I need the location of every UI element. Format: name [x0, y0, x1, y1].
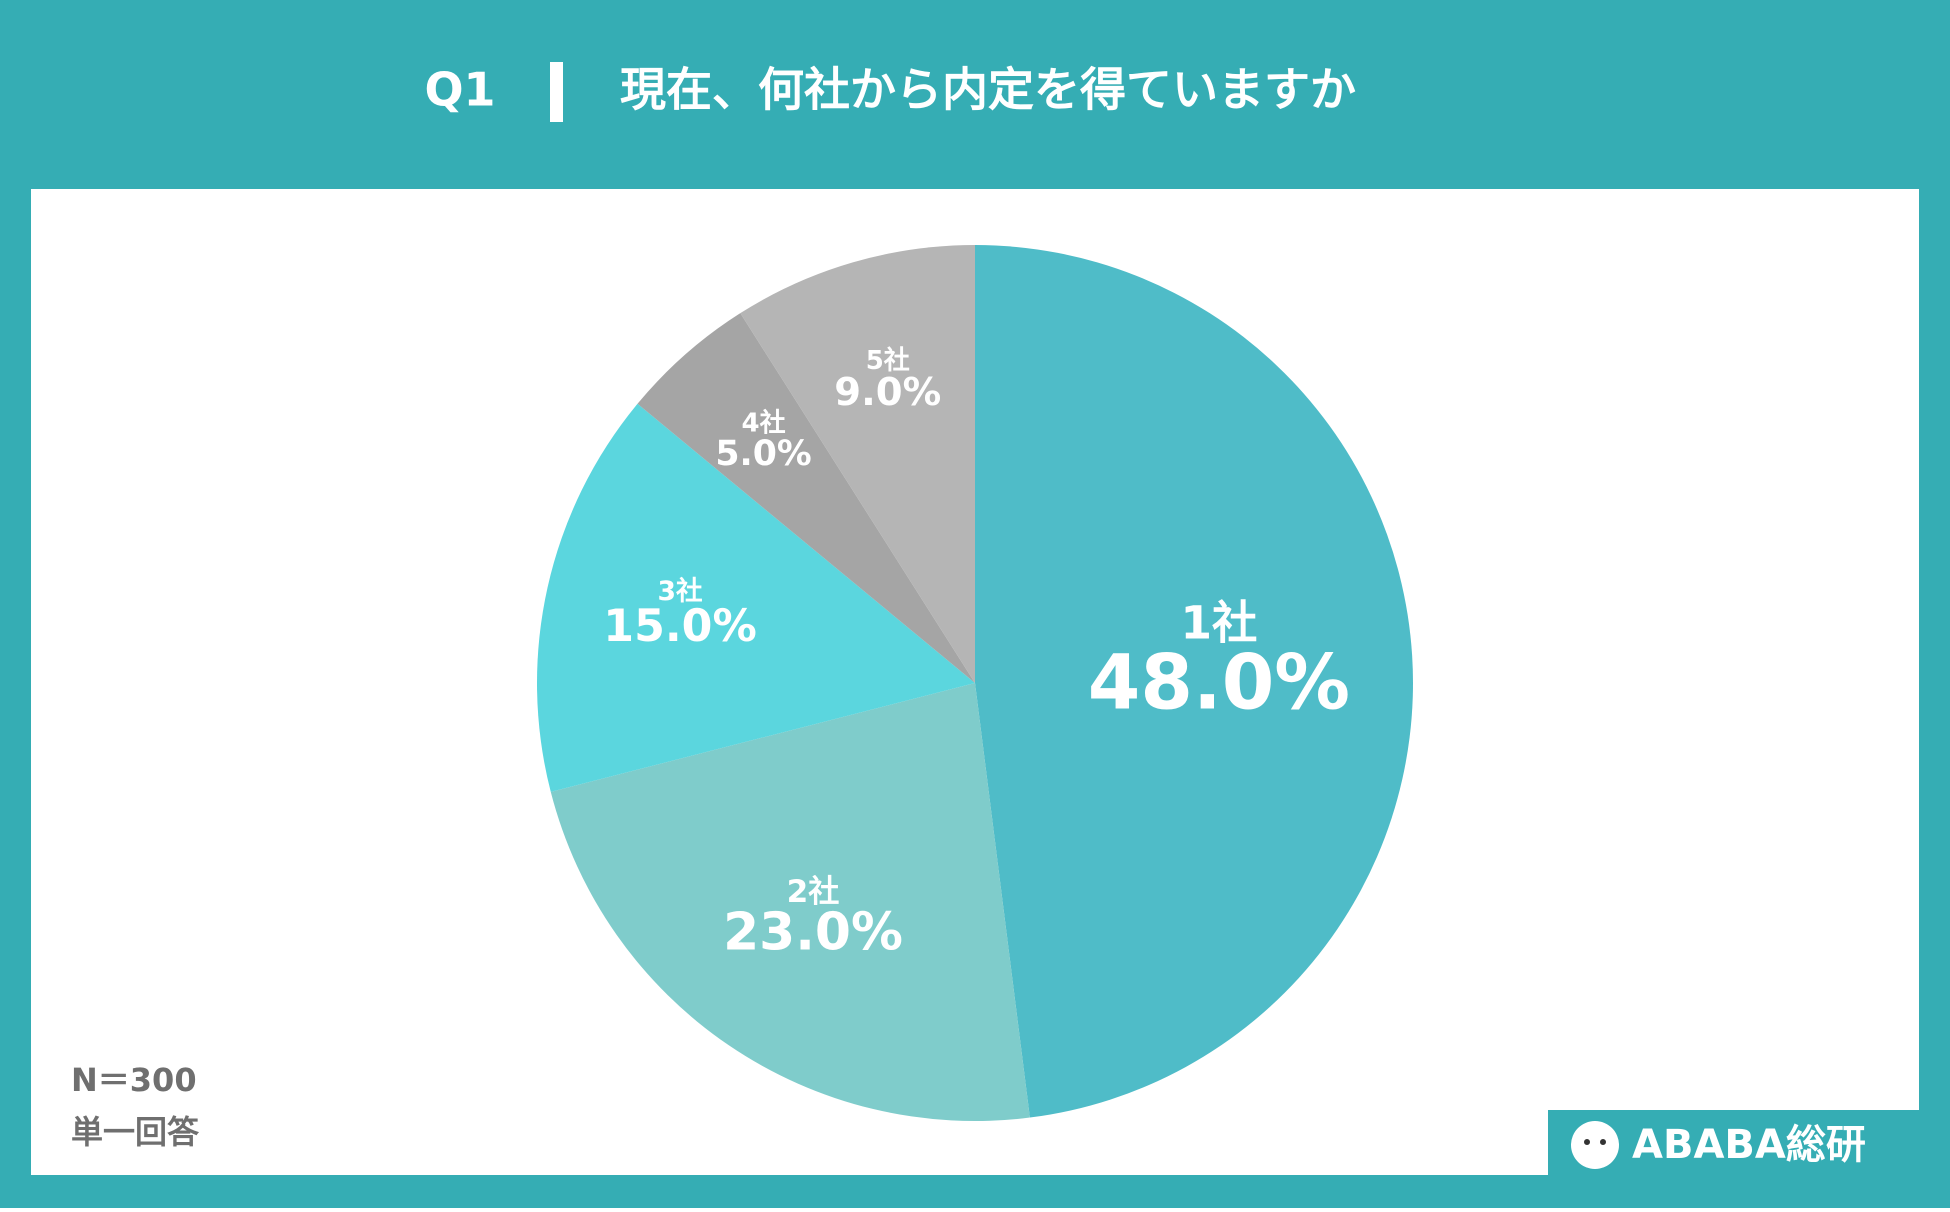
logo: ABABA総研	[1632, 1122, 1866, 1168]
category-label: 2社	[787, 874, 840, 910]
logo-icon	[1571, 1121, 1619, 1169]
note: 単一回答	[71, 1113, 200, 1151]
logo-eye	[1584, 1139, 1590, 1145]
value-label: 15.0%	[603, 601, 757, 652]
category-label: 5社	[866, 345, 910, 376]
note: N＝300	[71, 1061, 197, 1099]
pie-slice	[537, 403, 975, 792]
chart-title: 現在、何社から内定を得ていますか	[620, 63, 1356, 117]
question-number: Q1	[424, 63, 495, 117]
pie-slice	[550, 683, 1030, 1121]
logo-face	[1571, 1121, 1619, 1169]
category-label: 3社	[658, 576, 703, 607]
value-label: 23.0%	[723, 902, 903, 962]
value-label: 9.0%	[834, 370, 941, 415]
pie-slice	[637, 313, 975, 683]
logo-eye	[1600, 1139, 1606, 1145]
value-label: 5.0%	[715, 434, 811, 474]
category-label: 1社	[1180, 597, 1257, 650]
category-label: 4社	[742, 408, 786, 439]
pie-slice	[975, 245, 1413, 1118]
value-label: 48.0%	[1088, 639, 1350, 727]
divider	[550, 62, 563, 122]
pie-slice	[740, 245, 975, 683]
